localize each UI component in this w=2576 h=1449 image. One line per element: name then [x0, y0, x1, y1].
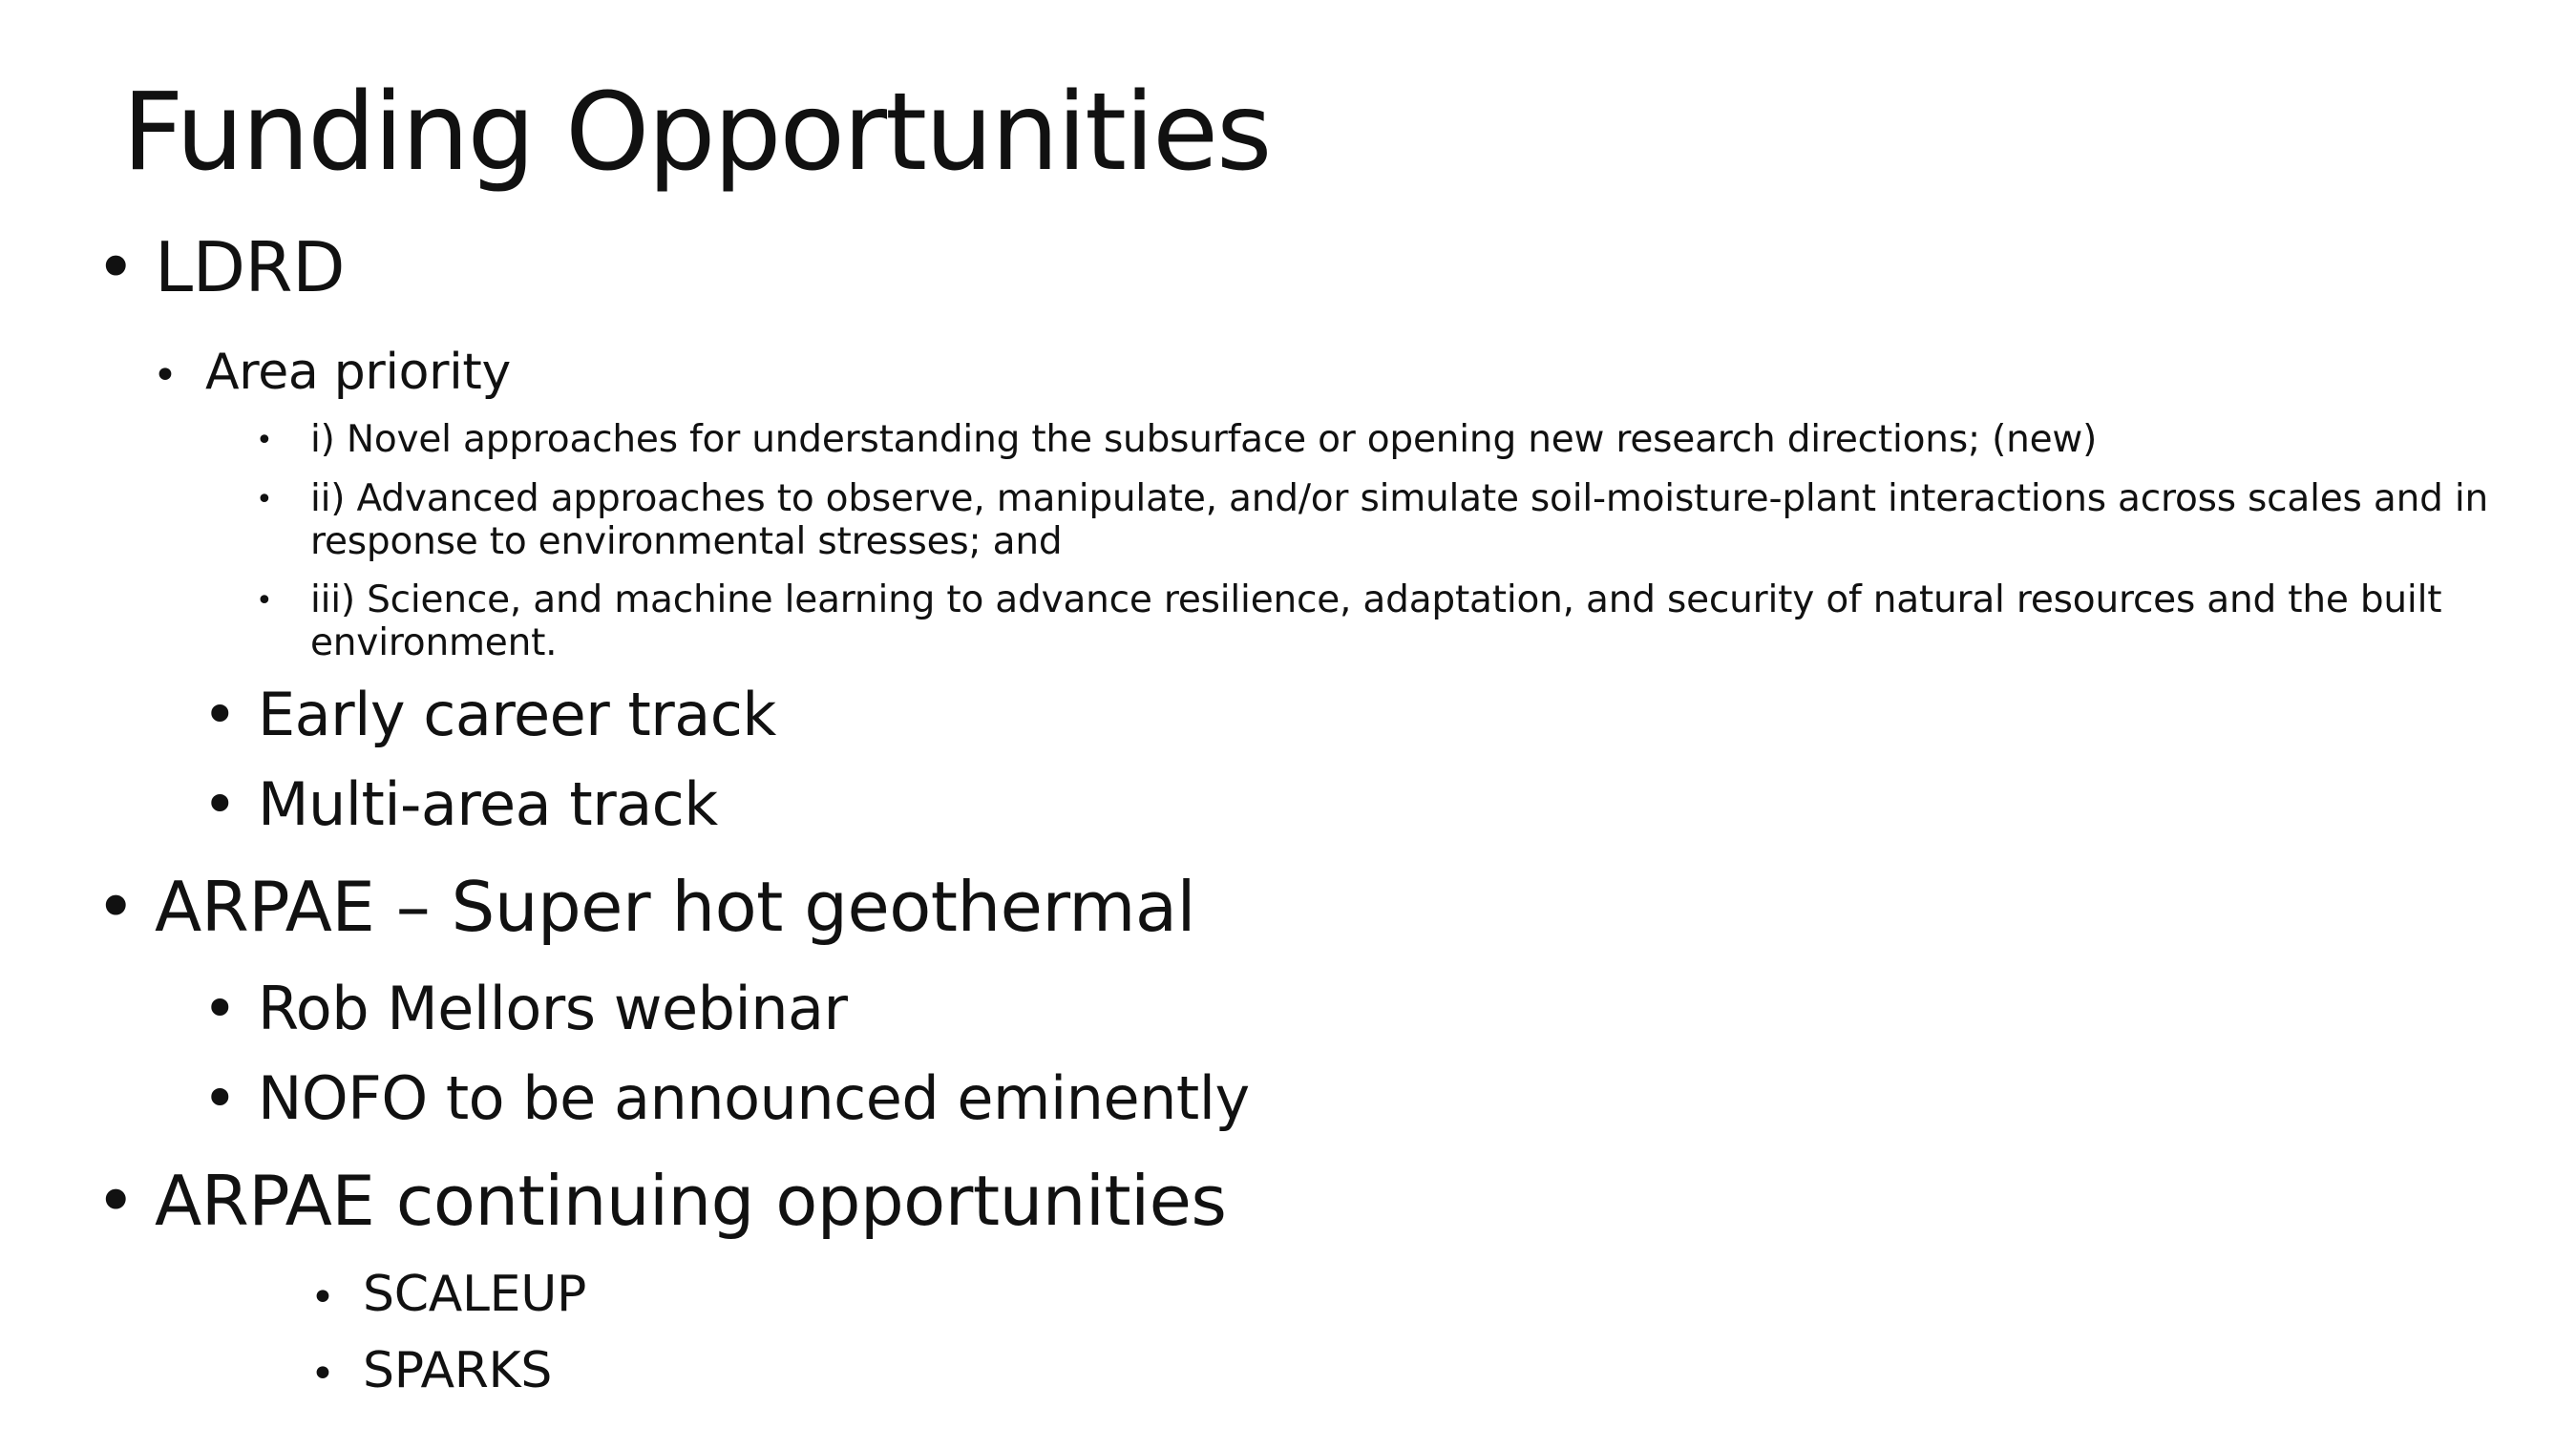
item-sparks: SPARKS [363, 1342, 553, 1399]
bullet-priority-iii: • [256, 584, 273, 618]
bullet-early-career: • [202, 680, 238, 749]
track-multi-area: Multi-area track [258, 769, 718, 839]
section-arpae-geothermal-label: ARPAE – Super hot geothermal [155, 867, 1196, 947]
section-ldrd-label: LDRD [155, 227, 346, 307]
bullet-arpae-geothermal: • [95, 867, 137, 947]
bullet-scaleup: • [310, 1273, 335, 1322]
bullet-arpae-continuing: • [95, 1161, 137, 1241]
bullet-rob-mellors: • [202, 974, 238, 1043]
bullet-multi-area: • [202, 769, 238, 839]
bullet-nofo: • [202, 1063, 238, 1133]
item-nofo: NOFO to be announced eminently [258, 1063, 1250, 1133]
priority-item-ii: ii) Advanced approaches to observe, mani… [310, 477, 2488, 563]
priority-item-iii: iii) Science, and machine learning to ad… [310, 578, 2442, 664]
bullet-ldrd: • [95, 227, 137, 307]
track-early-career: Early career track [258, 680, 776, 749]
bullet-priority-ii: • [256, 483, 273, 516]
bullet-sparks: • [310, 1350, 335, 1398]
priority-item-i: i) Novel approaches for understanding th… [310, 418, 2098, 461]
item-scaleup: SCALEUP [363, 1266, 587, 1323]
item-rob-mellors-webinar: Rob Mellors webinar [258, 974, 848, 1043]
slide-title: Funding Opportunities [122, 71, 1272, 195]
bullet-area-priority: • [153, 351, 178, 400]
section-arpae-continuing-label: ARPAE continuing opportunities [155, 1161, 1227, 1241]
bullet-priority-i: • [256, 424, 273, 457]
area-priority-label: Area priority [205, 344, 511, 401]
